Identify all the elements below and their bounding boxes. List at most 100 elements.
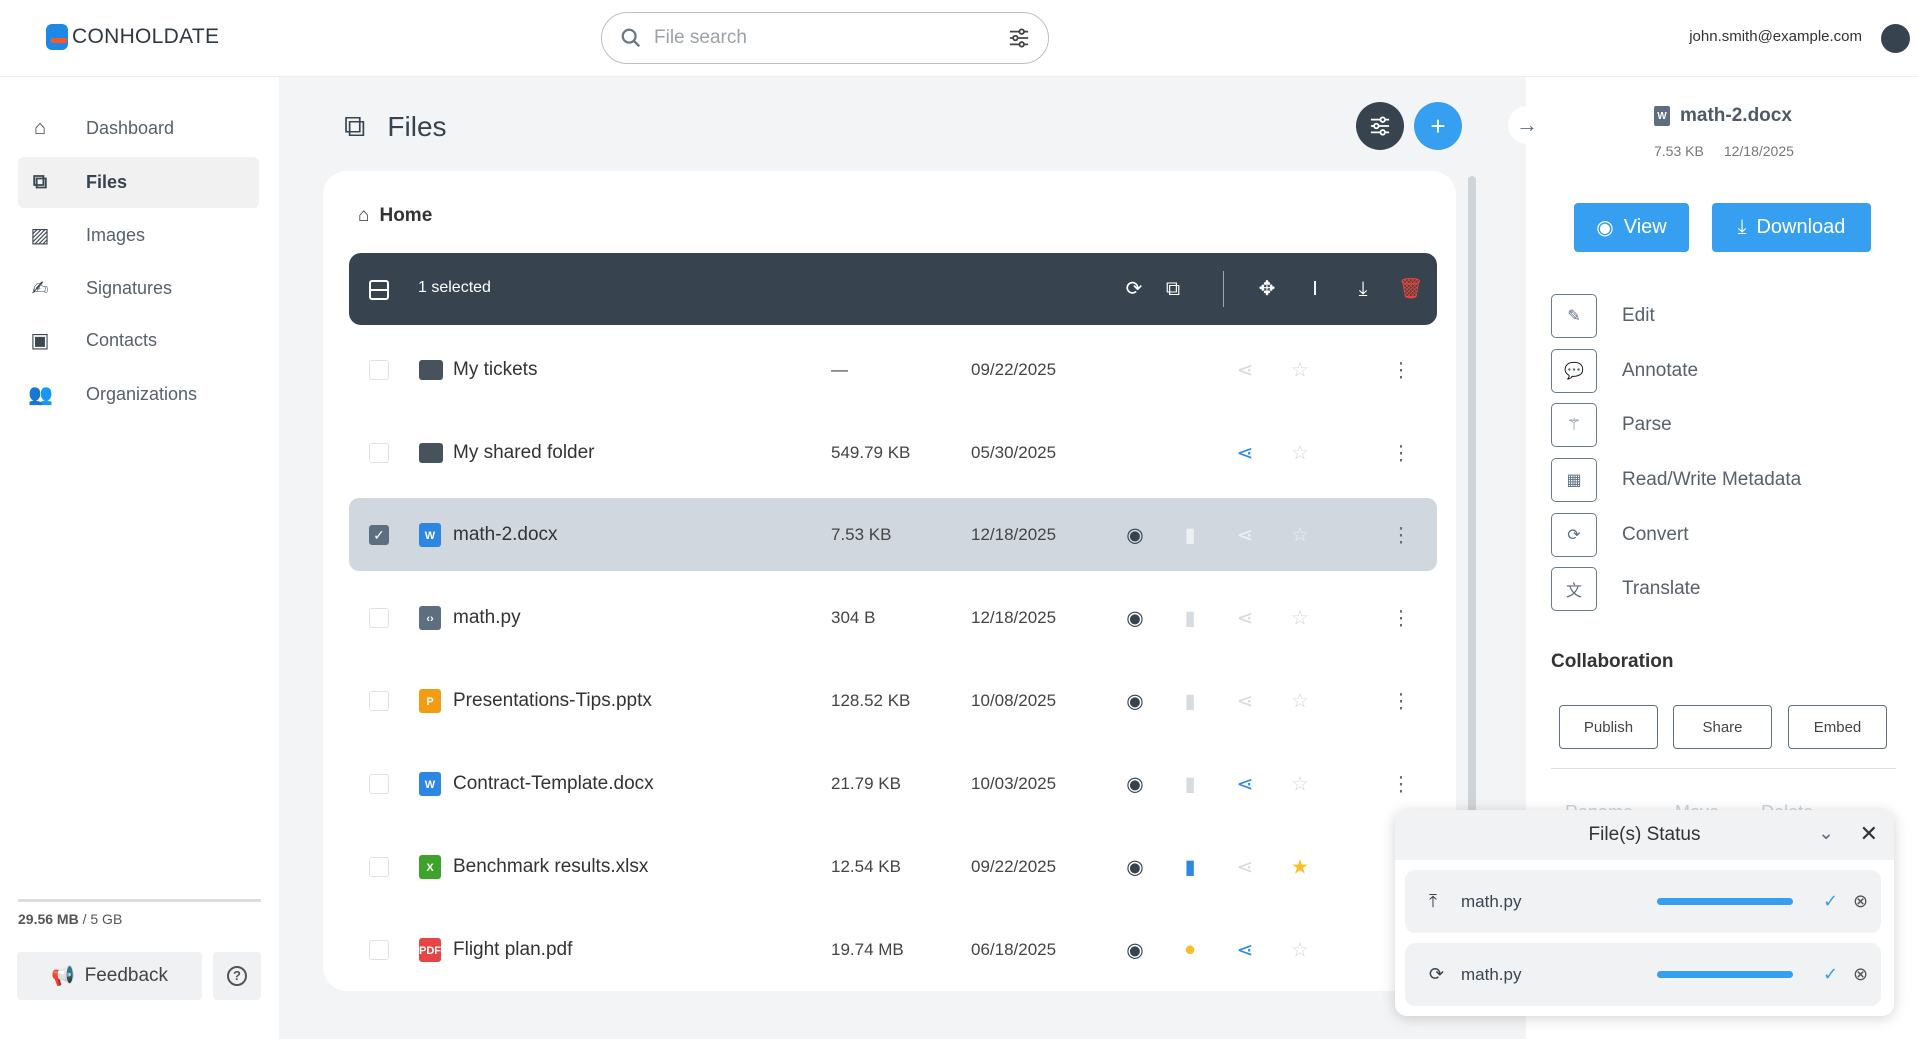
more-options-icon[interactable]: ⋮ bbox=[1391, 524, 1411, 546]
rename-icon[interactable]: I bbox=[1312, 278, 1318, 300]
file-row[interactable]: W Contract-Template.docx 21.79 KB 10/03/202… bbox=[349, 747, 1437, 820]
row-checkbox[interactable] bbox=[369, 359, 389, 380]
preview-eye-icon[interactable]: ◉ bbox=[1126, 773, 1144, 795]
breadcrumb[interactable]: ⌂ Home bbox=[358, 205, 432, 227]
search-box[interactable] bbox=[601, 12, 1049, 64]
preview-eye-icon[interactable]: ◉ bbox=[1126, 856, 1144, 878]
breadcrumb-home[interactable]: Home bbox=[379, 205, 433, 226]
file-status-icon[interactable]: ▮ bbox=[1184, 773, 1196, 795]
file-status-icon[interactable]: ▮ bbox=[1184, 607, 1196, 629]
compare-icon[interactable]: ⧉ bbox=[1165, 278, 1181, 300]
view-button[interactable]: ◉ View bbox=[1574, 203, 1689, 252]
preview-eye-icon[interactable]: ◉ bbox=[1126, 690, 1144, 712]
share-icon[interactable]: ⋖ bbox=[1236, 442, 1254, 464]
search-input[interactable] bbox=[654, 27, 996, 49]
feedback-button[interactable]: 📢 Feedback bbox=[17, 952, 202, 1000]
more-options-icon[interactable]: ⋮ bbox=[1391, 773, 1411, 795]
action-parse[interactable]: ⚚ Parse bbox=[1551, 403, 1672, 447]
sidebar-item-contacts[interactable]: ▣ Contacts bbox=[18, 315, 259, 366]
file-name[interactable]: My tickets bbox=[453, 358, 538, 380]
file-row[interactable]: X Benchmark results.xlsx 12.54 KB 09/22/202… bbox=[349, 830, 1437, 903]
star-icon[interactable]: ☆ bbox=[1291, 607, 1309, 629]
collapse-panel-arrow-icon[interactable]: → bbox=[1508, 106, 1546, 144]
row-checkbox[interactable] bbox=[369, 442, 389, 463]
filter-sliders-icon[interactable] bbox=[1008, 28, 1030, 48]
file-status-icon[interactable]: ▮ bbox=[1184, 690, 1196, 712]
row-checkbox[interactable]: ✓ bbox=[369, 524, 389, 545]
row-checkbox[interactable] bbox=[369, 773, 389, 794]
file-name[interactable]: math-2.docx bbox=[453, 523, 558, 545]
preview-eye-icon[interactable]: ◉ bbox=[1126, 607, 1144, 629]
share-icon[interactable]: ⋖ bbox=[1236, 607, 1254, 629]
star-icon[interactable]: ☆ bbox=[1291, 690, 1309, 712]
sidebar-item-signatures[interactable]: ✍ Signatures bbox=[18, 263, 259, 314]
file-row[interactable]: P Presentations-Tips.pptx 128.52 KB 10/08/2… bbox=[349, 664, 1437, 737]
delete-icon[interactable]: 🗑 bbox=[1398, 278, 1424, 300]
download-icon[interactable]: ⤓ bbox=[1358, 278, 1368, 300]
share-icon[interactable]: ⋖ bbox=[1236, 359, 1254, 381]
star-icon[interactable]: ☆ bbox=[1291, 524, 1309, 546]
file-status-icon[interactable]: ▮ bbox=[1184, 856, 1196, 878]
action-translate[interactable]: 文 Translate bbox=[1551, 567, 1701, 611]
share-button[interactable]: Share bbox=[1673, 705, 1772, 749]
sidebar-item-images[interactable]: ▨ Images bbox=[18, 210, 259, 261]
logo[interactable]: CONHOLDATE bbox=[46, 24, 219, 50]
file-name[interactable]: math.py bbox=[453, 606, 521, 628]
publish-button[interactable]: Publish bbox=[1559, 705, 1658, 749]
share-icon[interactable]: ⋖ bbox=[1236, 939, 1254, 961]
cancel-circle-icon[interactable]: ⊗ bbox=[1853, 964, 1869, 984]
add-button[interactable]: + bbox=[1414, 102, 1462, 150]
sidebar-item-organizations[interactable]: 👥 Organizations bbox=[18, 369, 259, 420]
filter-button[interactable] bbox=[1356, 102, 1404, 150]
file-name[interactable]: Benchmark results.xlsx bbox=[453, 855, 649, 877]
file-name[interactable]: Contract-Template.docx bbox=[453, 772, 654, 794]
convert-icon[interactable]: ⟳ bbox=[1125, 278, 1143, 300]
star-icon[interactable]: ★ bbox=[1291, 856, 1309, 878]
clock-icon[interactable]: ● bbox=[1183, 938, 1197, 960]
share-icon[interactable]: ⋖ bbox=[1236, 690, 1254, 712]
action-edit[interactable]: ✎ Edit bbox=[1551, 294, 1655, 338]
row-checkbox[interactable] bbox=[369, 856, 389, 877]
action-metadata[interactable]: ▦ Read/Write Metadata bbox=[1551, 458, 1801, 502]
file-name[interactable]: Presentations-Tips.pptx bbox=[453, 689, 652, 711]
share-icon[interactable]: ⋖ bbox=[1236, 856, 1254, 878]
star-icon[interactable]: ☆ bbox=[1291, 939, 1309, 961]
more-options-icon[interactable]: ⋮ bbox=[1391, 359, 1411, 381]
move-icon[interactable]: ✥ bbox=[1258, 278, 1276, 300]
more-options-icon[interactable]: ⋮ bbox=[1391, 607, 1411, 629]
file-row[interactable]: My shared folder 549.79 KB 05/30/2025 ⋖ ☆ ⋮ bbox=[349, 416, 1437, 489]
file-status-icon[interactable]: ▮ bbox=[1184, 524, 1196, 546]
share-icon[interactable]: ⋖ bbox=[1236, 524, 1254, 546]
deselect-checkbox-icon[interactable] bbox=[369, 280, 389, 300]
embed-button[interactable]: Embed bbox=[1788, 705, 1887, 749]
sidebar-item-files[interactable]: ⧉ Files bbox=[18, 157, 259, 208]
star-icon[interactable]: ☆ bbox=[1291, 773, 1309, 795]
file-row[interactable]: PDF Flight plan.pdf 19.74 MB 06/18/2025 ◉ ● ⋖ ☆… bbox=[349, 913, 1437, 986]
file-name[interactable]: Flight plan.pdf bbox=[453, 938, 573, 960]
share-icon[interactable]: ⋖ bbox=[1236, 773, 1254, 795]
preview-eye-icon[interactable]: ◉ bbox=[1126, 939, 1144, 961]
help-button[interactable]: ? bbox=[213, 952, 261, 1000]
star-icon[interactable]: ☆ bbox=[1291, 442, 1309, 464]
user-email[interactable]: john.smith@example.com bbox=[1689, 28, 1862, 45]
row-checkbox[interactable] bbox=[369, 607, 389, 628]
star-icon[interactable]: ☆ bbox=[1291, 359, 1309, 381]
action-annotate[interactable]: 💬 Annotate bbox=[1551, 349, 1698, 393]
row-checkbox[interactable] bbox=[369, 939, 389, 960]
cancel-circle-icon[interactable]: ⊗ bbox=[1853, 891, 1869, 911]
file-row[interactable]: My tickets — 09/22/2025 ⋖ ☆ ⋮ bbox=[349, 333, 1437, 406]
action-convert[interactable]: ⟳ Convert bbox=[1551, 513, 1689, 557]
download-button[interactable]: ⤓ Download bbox=[1712, 203, 1871, 252]
scrollbar[interactable] bbox=[1468, 176, 1476, 816]
preview-eye-icon[interactable]: ◉ bbox=[1126, 524, 1144, 546]
more-options-icon[interactable]: ⋮ bbox=[1391, 690, 1411, 712]
sidebar-item-dashboard[interactable]: ⌂ Dashboard bbox=[18, 103, 259, 154]
more-options-icon[interactable]: ⋮ bbox=[1391, 442, 1411, 464]
user-avatar-icon[interactable] bbox=[1881, 24, 1910, 53]
row-checkbox[interactable] bbox=[369, 690, 389, 711]
file-name[interactable]: My shared folder bbox=[453, 441, 595, 463]
chevron-down-icon[interactable]: ⌄ bbox=[1818, 823, 1834, 844]
file-row[interactable]: ‹› math.py 304 B 12/18/2025 ◉ ▮ ⋖ ☆ ⋮ bbox=[349, 581, 1437, 654]
close-icon[interactable]: ✕ bbox=[1859, 821, 1878, 846]
